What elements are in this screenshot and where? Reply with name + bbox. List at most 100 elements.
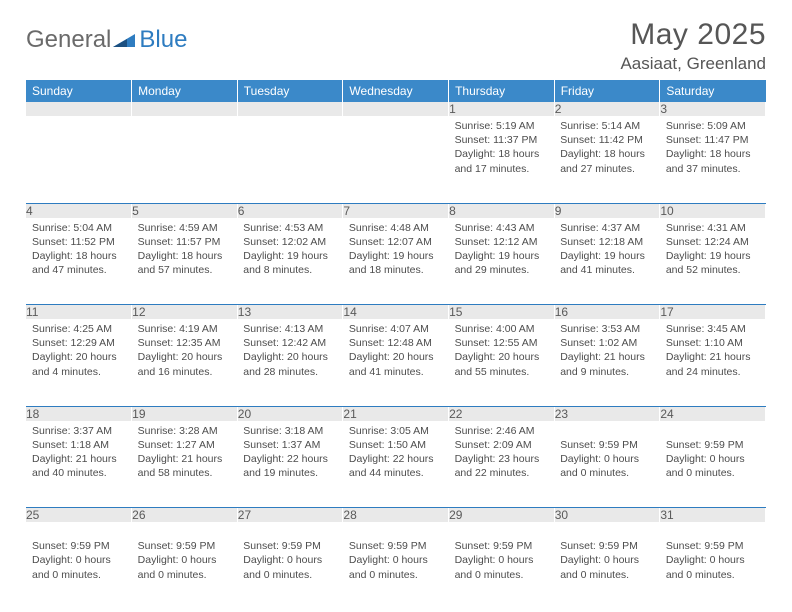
day-cell: Sunset: 9:59 PMDaylight: 0 hours and 0 m…: [660, 522, 766, 609]
day-number: 19: [132, 406, 238, 421]
day-line: Sunrise: 3:45 AM: [666, 322, 760, 336]
day-line: Sunrise: 5:19 AM: [455, 119, 549, 133]
day-cell-text: Sunset: 9:59 PMDaylight: 0 hours and 0 m…: [554, 421, 660, 485]
daynum-row: 45678910: [26, 203, 766, 218]
day-cell-text: Sunset: 9:59 PMDaylight: 0 hours and 0 m…: [237, 522, 343, 586]
day-line: Sunset: 12:55 AM: [455, 336, 549, 350]
day-line: Sunset: 9:59 PM: [666, 438, 760, 452]
day-cell: Sunset: 9:59 PMDaylight: 0 hours and 0 m…: [449, 522, 555, 609]
day-cell: Sunset: 9:59 PMDaylight: 0 hours and 0 m…: [343, 522, 449, 609]
day-cell: Sunrise: 4:31 AMSunset: 12:24 AMDaylight…: [660, 218, 766, 305]
day-line: Daylight: 21 hours and 24 minutes.: [666, 350, 760, 378]
day-line: Sunrise: 4:00 AM: [455, 322, 549, 336]
day-cell: Sunrise: 4:43 AMSunset: 12:12 AMDaylight…: [449, 218, 555, 305]
day-line: Sunset: 1:37 AM: [243, 438, 337, 452]
day-cell: [26, 116, 132, 203]
header: General Blue May 2025 Aasiaat, Greenland: [26, 18, 766, 74]
day-cell-text: Sunrise: 4:59 AMSunset: 11:57 PMDaylight…: [132, 218, 238, 282]
day-line: Sunrise: 5:14 AM: [560, 119, 654, 133]
day-line: Sunrise: 4:53 AM: [243, 221, 337, 235]
day-number: 29: [449, 508, 555, 523]
day-line: Sunrise: 4:13 AM: [243, 322, 337, 336]
day-number: 16: [554, 305, 660, 320]
day-line: Daylight: 0 hours and 0 minutes.: [349, 553, 443, 581]
day-content-row: Sunrise: 3:37 AMSunset: 1:18 AMDaylight:…: [26, 421, 766, 508]
day-line: Sunset: 1:27 AM: [138, 438, 232, 452]
day-line: Daylight: 23 hours and 22 minutes.: [455, 452, 549, 480]
day-cell-text: Sunrise: 4:48 AMSunset: 12:07 AMDaylight…: [343, 218, 449, 282]
day-line: Sunset: 11:42 PM: [560, 133, 654, 147]
day-number: 6: [237, 203, 343, 218]
day-number: 7: [343, 203, 449, 218]
day-cell-text: Sunrise: 3:28 AMSunset: 1:27 AMDaylight:…: [132, 421, 238, 485]
day-cell: Sunrise: 5:04 AMSunset: 11:52 PMDaylight…: [26, 218, 132, 305]
day-line: [32, 525, 126, 539]
day-line: Sunrise: 4:19 AM: [138, 322, 232, 336]
day-number: 25: [26, 508, 132, 523]
day-cell-text: Sunrise: 4:07 AMSunset: 12:48 AMDaylight…: [343, 319, 449, 383]
day-cell-text: Sunrise: 3:45 AMSunset: 1:10 AMDaylight:…: [660, 319, 766, 383]
day-line: Sunset: 1:18 AM: [32, 438, 126, 452]
day-number: 3: [660, 102, 766, 116]
day-cell: Sunset: 9:59 PMDaylight: 0 hours and 0 m…: [26, 522, 132, 609]
day-cell: Sunrise: 5:09 AMSunset: 11:47 PMDaylight…: [660, 116, 766, 203]
day-line: Daylight: 0 hours and 0 minutes.: [32, 553, 126, 581]
day-header: Sunday: [26, 80, 132, 102]
day-line: Sunrise: 3:53 AM: [560, 322, 654, 336]
day-cell-text: Sunset: 9:59 PMDaylight: 0 hours and 0 m…: [449, 522, 555, 586]
day-line: Daylight: 19 hours and 41 minutes.: [560, 249, 654, 277]
day-number: [132, 102, 238, 116]
day-line: Daylight: 18 hours and 27 minutes.: [560, 147, 654, 175]
day-line: [455, 525, 549, 539]
day-line: Sunrise: 4:31 AM: [666, 221, 760, 235]
day-line: Sunrise: 3:05 AM: [349, 424, 443, 438]
day-cell-text: Sunrise: 4:43 AMSunset: 12:12 AMDaylight…: [449, 218, 555, 282]
day-cell-text: Sunrise: 3:37 AMSunset: 1:18 AMDaylight:…: [26, 421, 132, 485]
day-line: Sunrise: 5:04 AM: [32, 221, 126, 235]
day-line: Daylight: 0 hours and 0 minutes.: [138, 553, 232, 581]
day-cell: Sunrise: 4:25 AMSunset: 12:29 AMDaylight…: [26, 319, 132, 406]
day-cell: Sunrise: 3:28 AMSunset: 1:27 AMDaylight:…: [132, 421, 238, 508]
day-cell-text: Sunset: 9:59 PMDaylight: 0 hours and 0 m…: [660, 421, 766, 485]
day-line: Sunset: 1:02 AM: [560, 336, 654, 350]
day-line: Daylight: 0 hours and 0 minutes.: [455, 553, 549, 581]
day-cell-text: Sunrise: 4:19 AMSunset: 12:35 AMDaylight…: [132, 319, 238, 383]
day-cell: Sunrise: 4:37 AMSunset: 12:18 AMDaylight…: [554, 218, 660, 305]
day-cell: Sunrise: 3:53 AMSunset: 1:02 AMDaylight:…: [554, 319, 660, 406]
day-line: Sunrise: 4:48 AM: [349, 221, 443, 235]
day-line: Daylight: 21 hours and 9 minutes.: [560, 350, 654, 378]
day-line: Sunset: 9:59 PM: [349, 539, 443, 553]
day-line: [666, 525, 760, 539]
day-number: 20: [237, 406, 343, 421]
day-line: Sunrise: 3:28 AM: [138, 424, 232, 438]
day-line: Daylight: 0 hours and 0 minutes.: [560, 452, 654, 480]
day-cell: Sunrise: 4:13 AMSunset: 12:42 AMDaylight…: [237, 319, 343, 406]
day-cell-text: [132, 116, 238, 123]
day-cell: Sunset: 9:59 PMDaylight: 0 hours and 0 m…: [660, 421, 766, 508]
day-line: Daylight: 21 hours and 58 minutes.: [138, 452, 232, 480]
day-line: Daylight: 18 hours and 37 minutes.: [666, 147, 760, 175]
day-cell-text: [26, 116, 132, 123]
day-line: Sunset: 11:52 PM: [32, 235, 126, 249]
day-line: Sunrise: 4:59 AM: [138, 221, 232, 235]
day-line: [666, 424, 760, 438]
day-cell-text: Sunset: 9:59 PMDaylight: 0 hours and 0 m…: [660, 522, 766, 586]
day-cell-text: Sunrise: 3:05 AMSunset: 1:50 AMDaylight:…: [343, 421, 449, 485]
day-cell: Sunset: 9:59 PMDaylight: 0 hours and 0 m…: [554, 522, 660, 609]
day-line: Daylight: 21 hours and 40 minutes.: [32, 452, 126, 480]
calendar-head: SundayMondayTuesdayWednesdayThursdayFrid…: [26, 80, 766, 102]
day-line: Sunset: 11:47 PM: [666, 133, 760, 147]
day-number: 24: [660, 406, 766, 421]
day-cell-text: Sunrise: 5:09 AMSunset: 11:47 PMDaylight…: [660, 116, 766, 180]
day-cell: Sunrise: 5:19 AMSunset: 11:37 PMDaylight…: [449, 116, 555, 203]
day-number: 21: [343, 406, 449, 421]
day-line: Sunset: 9:59 PM: [243, 539, 337, 553]
day-cell: Sunset: 9:59 PMDaylight: 0 hours and 0 m…: [237, 522, 343, 609]
day-number: [237, 102, 343, 116]
day-line: Daylight: 0 hours and 0 minutes.: [666, 452, 760, 480]
day-line: Sunset: 11:57 PM: [138, 235, 232, 249]
day-line: Daylight: 20 hours and 41 minutes.: [349, 350, 443, 378]
day-cell: Sunrise: 2:46 AMSunset: 2:09 AMDaylight:…: [449, 421, 555, 508]
day-number: [343, 102, 449, 116]
day-cell: Sunrise: 3:18 AMSunset: 1:37 AMDaylight:…: [237, 421, 343, 508]
